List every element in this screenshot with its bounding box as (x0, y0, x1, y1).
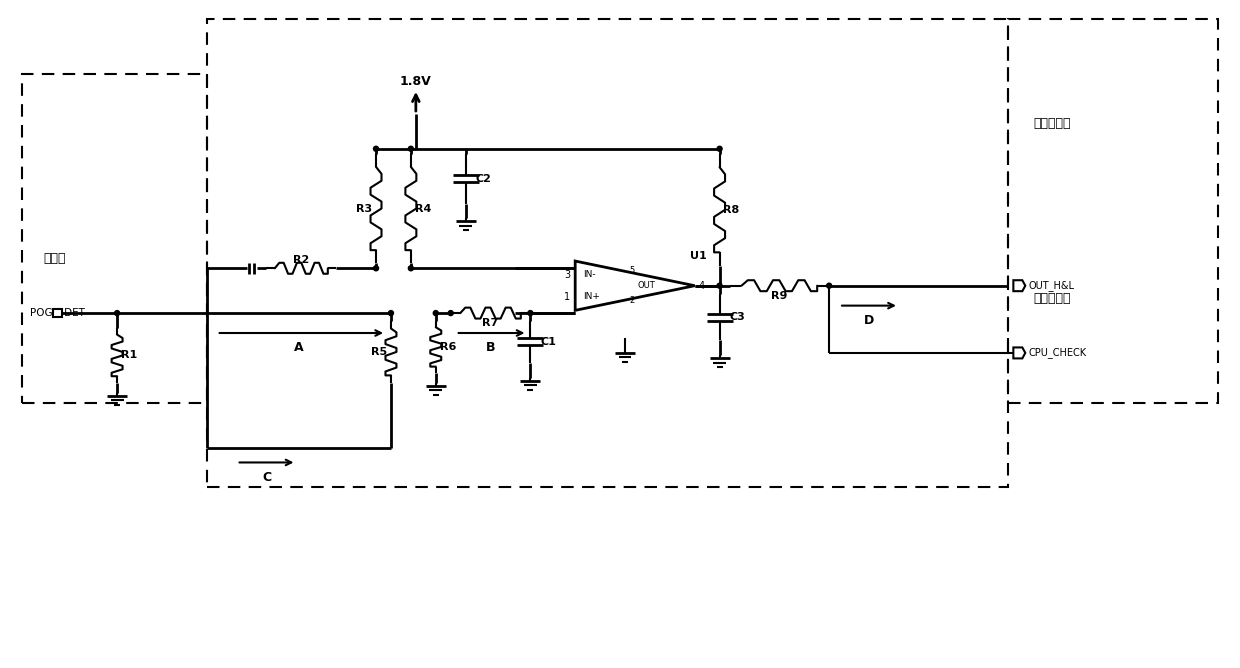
Text: R7: R7 (482, 318, 498, 328)
Text: 2: 2 (630, 296, 635, 305)
Text: POGO DET: POGO DET (31, 308, 86, 318)
Text: 1: 1 (564, 292, 570, 302)
Text: C2: C2 (476, 174, 491, 184)
Text: R3: R3 (356, 204, 372, 214)
Text: R4: R4 (414, 204, 432, 214)
Text: OUT: OUT (637, 281, 656, 290)
Circle shape (717, 283, 722, 288)
Text: B: B (486, 341, 495, 355)
Circle shape (373, 146, 378, 151)
Circle shape (433, 311, 438, 315)
Text: C: C (262, 471, 272, 484)
Text: 唤醒芯片端: 唤醒芯片端 (1033, 118, 1071, 130)
Text: R9: R9 (771, 291, 787, 301)
Circle shape (717, 146, 722, 151)
Circle shape (528, 311, 533, 315)
Circle shape (448, 311, 453, 315)
Circle shape (408, 146, 413, 151)
Text: 检测芯片端: 检测芯片端 (1033, 292, 1071, 305)
Circle shape (827, 283, 832, 288)
Bar (207, 19, 1008, 488)
Text: 接入端: 接入端 (43, 252, 66, 265)
Bar (53, 309, 62, 317)
Text: OUT_H&L: OUT_H&L (1028, 281, 1074, 291)
Text: R2: R2 (293, 255, 310, 265)
Text: R6: R6 (439, 342, 456, 352)
Text: R8: R8 (723, 205, 739, 215)
Text: IN+: IN+ (583, 293, 600, 301)
Circle shape (114, 311, 119, 315)
Circle shape (373, 266, 378, 271)
Bar (1008, 19, 1218, 403)
Text: U1: U1 (689, 251, 707, 261)
Text: 5: 5 (630, 267, 635, 275)
Circle shape (388, 311, 393, 315)
Text: CPU_CHECK: CPU_CHECK (1028, 347, 1086, 358)
Text: R1: R1 (122, 351, 138, 361)
Text: IN-: IN- (583, 270, 595, 279)
Text: 4: 4 (698, 281, 704, 291)
Text: R5: R5 (371, 347, 387, 357)
Text: 1.8V: 1.8V (401, 75, 432, 88)
Text: D: D (864, 314, 874, 327)
Bar (22, 74, 207, 403)
Circle shape (408, 266, 413, 271)
Text: C3: C3 (729, 312, 745, 322)
Text: 3: 3 (564, 270, 570, 280)
Text: A: A (294, 341, 304, 355)
Text: C1: C1 (541, 337, 557, 347)
